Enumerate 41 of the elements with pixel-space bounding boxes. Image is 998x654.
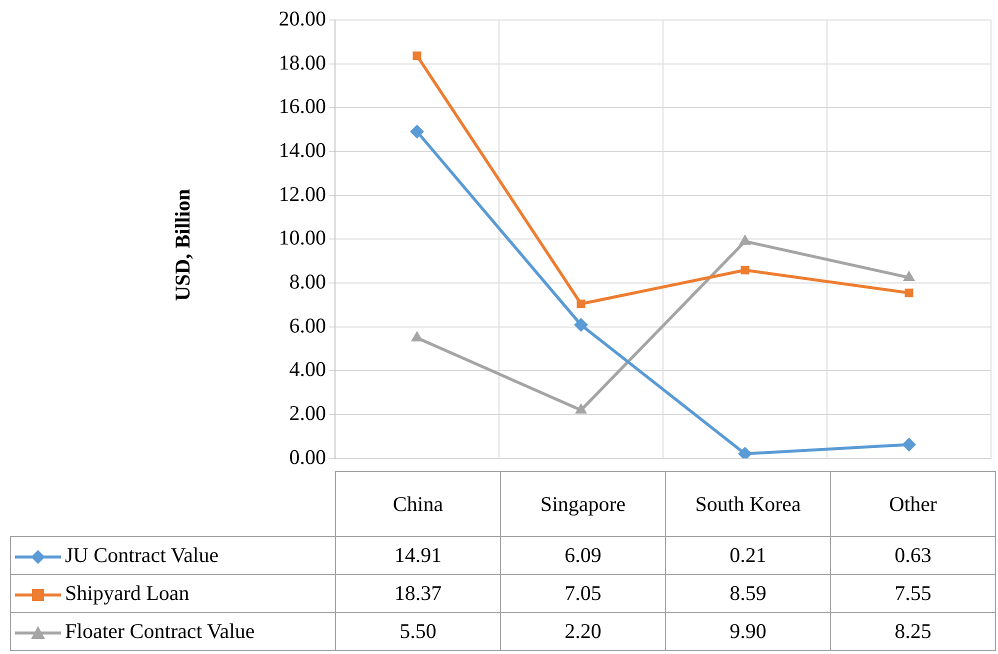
y-tick-label: 10.00 [278,226,326,250]
y-tick-label: 0.00 [289,444,326,469]
point [412,51,422,60]
data-label: 18.37 [336,574,500,612]
point [902,438,916,452]
y-tick-label: 20.00 [278,6,326,31]
data-label: 6.09 [500,536,666,574]
y-tick-label: 14.00 [278,138,326,162]
y-tick-label: 6.00 [289,313,326,338]
point [576,300,586,308]
data-label: 9.90 [666,612,830,650]
y-tick-label: 16.00 [278,94,326,118]
data-label: 5.50 [336,612,500,650]
y-tick-label: 12.00 [278,182,326,206]
x-tick-label: South Korea [694,492,802,516]
point [574,403,588,414]
y-tick-label: 2.00 [289,401,326,426]
data-label: 7.55 [830,574,996,612]
x-tick-label: Singapore [539,492,627,516]
data-label: 0.63 [830,536,996,574]
point [738,234,752,245]
data-label: 14.91 [336,536,500,574]
y-tick-label: 18.00 [278,50,326,74]
legend-label: JU Contract Value [10,536,336,574]
legend-label: Floater Contract Value [10,612,336,650]
point [574,318,588,332]
point [904,288,914,298]
y-axis-title: USD, Billion [170,188,196,302]
x-tick-label: China [392,492,444,516]
data-label: 7.05 [500,574,666,612]
data-label: 8.25 [830,612,996,650]
data-label: 8.59 [666,574,830,612]
y-tick-label: 8.00 [289,270,326,294]
point [902,270,916,282]
data-label: 2.20 [500,612,666,650]
data-label: 0.21 [666,536,830,574]
point [740,266,750,274]
x-tick-label: Other [888,492,938,516]
point [410,124,424,139]
legend-label: Shipyard Loan [10,574,336,612]
y-tick-label: 4.00 [289,357,326,382]
